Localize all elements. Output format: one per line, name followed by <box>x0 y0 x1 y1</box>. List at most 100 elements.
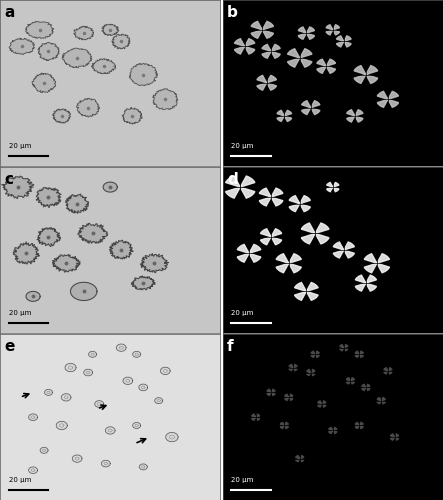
Polygon shape <box>381 400 385 404</box>
Polygon shape <box>307 370 311 372</box>
Polygon shape <box>390 437 395 440</box>
Polygon shape <box>333 430 337 434</box>
Polygon shape <box>240 187 255 198</box>
Polygon shape <box>326 59 335 66</box>
Polygon shape <box>234 38 245 46</box>
Polygon shape <box>366 275 377 283</box>
Polygon shape <box>307 27 315 33</box>
Polygon shape <box>315 354 319 358</box>
Polygon shape <box>298 27 307 33</box>
Polygon shape <box>37 228 60 246</box>
Polygon shape <box>366 283 377 291</box>
Polygon shape <box>139 464 147 470</box>
Polygon shape <box>333 30 339 35</box>
Polygon shape <box>289 364 293 368</box>
Polygon shape <box>395 434 399 437</box>
Polygon shape <box>295 458 300 462</box>
Polygon shape <box>384 368 388 371</box>
Polygon shape <box>347 116 355 122</box>
Polygon shape <box>251 30 262 38</box>
Polygon shape <box>160 367 170 374</box>
Polygon shape <box>388 368 392 371</box>
Polygon shape <box>289 254 301 263</box>
Polygon shape <box>344 250 354 258</box>
Polygon shape <box>102 24 119 36</box>
Polygon shape <box>298 33 307 39</box>
Polygon shape <box>311 108 320 114</box>
Polygon shape <box>317 59 326 66</box>
Polygon shape <box>333 25 339 30</box>
Polygon shape <box>13 242 39 264</box>
Polygon shape <box>289 394 293 398</box>
Polygon shape <box>326 25 333 30</box>
Polygon shape <box>344 36 351 42</box>
Polygon shape <box>56 422 67 430</box>
Polygon shape <box>377 254 389 263</box>
Polygon shape <box>333 428 337 430</box>
Polygon shape <box>346 378 350 381</box>
Polygon shape <box>45 390 52 396</box>
Polygon shape <box>364 263 377 272</box>
Polygon shape <box>377 398 381 400</box>
Polygon shape <box>355 351 359 354</box>
Polygon shape <box>295 456 300 458</box>
Polygon shape <box>277 110 284 116</box>
Polygon shape <box>326 182 333 187</box>
Polygon shape <box>155 398 163 404</box>
Polygon shape <box>302 108 311 114</box>
Polygon shape <box>237 254 249 262</box>
Polygon shape <box>333 242 344 250</box>
Polygon shape <box>340 344 344 348</box>
Polygon shape <box>344 242 354 250</box>
Polygon shape <box>366 74 378 84</box>
Polygon shape <box>355 426 359 428</box>
Polygon shape <box>364 254 377 263</box>
Polygon shape <box>337 36 344 42</box>
Polygon shape <box>74 26 93 40</box>
Polygon shape <box>366 388 370 390</box>
Polygon shape <box>105 427 115 434</box>
Polygon shape <box>122 108 142 124</box>
Polygon shape <box>300 49 312 58</box>
Polygon shape <box>340 348 344 350</box>
Polygon shape <box>366 384 370 388</box>
Polygon shape <box>388 100 399 108</box>
Polygon shape <box>267 76 276 83</box>
Polygon shape <box>66 194 89 214</box>
Polygon shape <box>249 244 261 254</box>
Polygon shape <box>249 254 261 262</box>
Polygon shape <box>260 237 271 244</box>
Polygon shape <box>103 182 117 192</box>
Polygon shape <box>344 348 348 350</box>
Polygon shape <box>276 254 289 263</box>
Polygon shape <box>318 401 322 404</box>
Polygon shape <box>307 33 315 39</box>
Polygon shape <box>36 188 61 208</box>
Polygon shape <box>322 404 326 407</box>
Polygon shape <box>262 44 271 52</box>
Polygon shape <box>245 46 255 54</box>
Polygon shape <box>133 352 140 358</box>
Polygon shape <box>78 224 108 244</box>
Polygon shape <box>237 244 249 254</box>
Polygon shape <box>311 354 315 358</box>
Polygon shape <box>307 282 318 292</box>
Polygon shape <box>300 196 311 203</box>
Polygon shape <box>225 187 240 198</box>
Polygon shape <box>315 223 329 234</box>
Polygon shape <box>257 83 267 90</box>
Polygon shape <box>2 176 34 199</box>
Polygon shape <box>61 394 71 401</box>
Polygon shape <box>38 42 59 60</box>
Polygon shape <box>289 263 301 272</box>
Polygon shape <box>377 100 388 108</box>
Polygon shape <box>29 467 38 473</box>
Polygon shape <box>390 434 395 437</box>
Polygon shape <box>300 58 312 67</box>
Polygon shape <box>388 92 399 100</box>
Polygon shape <box>252 417 256 420</box>
Text: a: a <box>4 5 15 20</box>
Polygon shape <box>311 351 315 354</box>
Polygon shape <box>301 223 315 234</box>
Polygon shape <box>92 58 116 74</box>
